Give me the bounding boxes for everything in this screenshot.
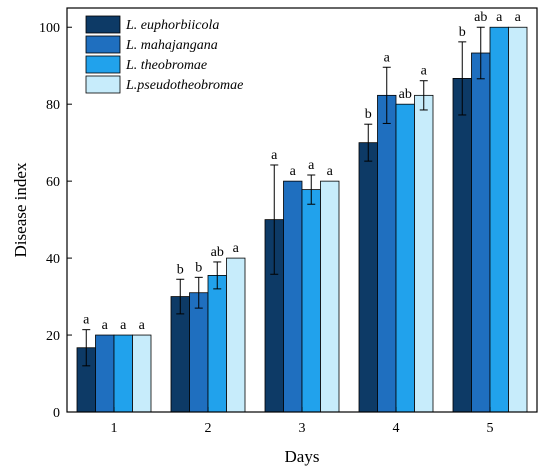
bar bbox=[226, 257, 246, 413]
y-tick-label: 0 bbox=[53, 406, 60, 421]
bar bbox=[301, 189, 321, 413]
significance-label: ab bbox=[399, 87, 412, 102]
significance-label: a bbox=[102, 318, 109, 333]
legend-label: L. theobromae bbox=[125, 58, 207, 73]
significance-label: b bbox=[459, 25, 466, 40]
axes-group: 0 20 40 60 80 100 1 2 3 4 5 bbox=[39, 7, 538, 436]
x-axis-title: Days bbox=[285, 447, 320, 466]
bar bbox=[489, 26, 509, 413]
bar bbox=[358, 142, 378, 413]
bar bbox=[189, 292, 209, 413]
legend-swatch bbox=[85, 55, 121, 74]
significance-label: b bbox=[177, 262, 184, 277]
error-bars-group bbox=[82, 26, 485, 367]
legend: L. euphorbiicola L. mahajangana L. theobro… bbox=[85, 15, 243, 94]
significance-label: b bbox=[195, 260, 202, 275]
bar bbox=[113, 334, 133, 413]
x-tick-label: 5 bbox=[487, 421, 494, 436]
bar bbox=[207, 275, 227, 413]
significance-label: a bbox=[233, 241, 240, 256]
legend-swatch bbox=[85, 35, 121, 54]
legend-swatch bbox=[85, 15, 121, 34]
y-tick-label: 60 bbox=[46, 175, 60, 190]
legend-label: L.pseudotheobromae bbox=[125, 78, 243, 93]
bar bbox=[132, 334, 152, 413]
y-tick-label: 40 bbox=[46, 252, 60, 267]
significance-label: a bbox=[83, 313, 90, 328]
bar bbox=[283, 180, 303, 413]
x-tick-label: 2 bbox=[205, 421, 212, 436]
y-tick-label: 20 bbox=[46, 329, 60, 344]
bar bbox=[95, 334, 115, 413]
legend-label: L. euphorbiicola bbox=[125, 18, 219, 33]
significance-label: b bbox=[365, 107, 372, 122]
bar bbox=[471, 52, 491, 413]
x-tick-label: 4 bbox=[393, 421, 400, 436]
significance-label: a bbox=[496, 10, 503, 25]
x-tick-label: 3 bbox=[299, 421, 306, 436]
significance-label: a bbox=[308, 158, 315, 173]
bar bbox=[508, 26, 528, 413]
legend-swatch bbox=[85, 75, 121, 94]
bar bbox=[377, 94, 397, 413]
significance-label: a bbox=[515, 10, 522, 25]
bar bbox=[395, 103, 415, 413]
bar bbox=[320, 180, 340, 413]
significance-label: a bbox=[384, 50, 391, 65]
significance-label: a bbox=[271, 148, 278, 163]
y-tick-label: 100 bbox=[39, 21, 60, 36]
x-tick-label: 1 bbox=[111, 421, 118, 436]
significance-label: a bbox=[327, 164, 334, 179]
y-axis-title: Disease index bbox=[11, 162, 30, 257]
significance-label: a bbox=[290, 164, 297, 179]
bar bbox=[452, 78, 472, 413]
significance-label: ab bbox=[211, 245, 224, 260]
bar bbox=[414, 94, 434, 413]
significance-label: a bbox=[120, 318, 127, 333]
significance-label: a bbox=[421, 64, 428, 79]
bars-group bbox=[76, 26, 528, 413]
significance-label: ab bbox=[474, 10, 487, 25]
significance-label: a bbox=[139, 318, 146, 333]
legend-label: L. mahajangana bbox=[125, 38, 218, 53]
y-tick-label: 80 bbox=[46, 98, 60, 113]
